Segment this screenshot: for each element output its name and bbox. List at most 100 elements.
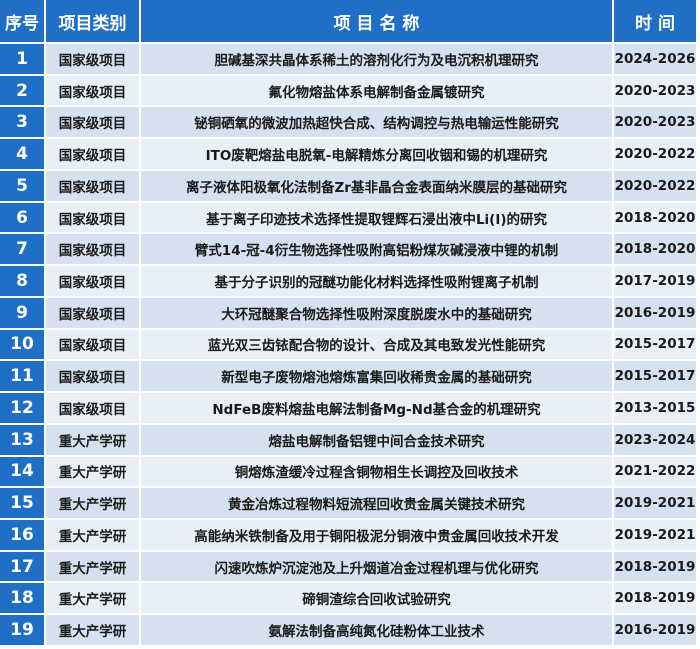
project-name: NdFeB废料熔盐电解法制备Mg-Nd基合金的机理研究 (141, 393, 612, 423)
period: 2018-2020 (614, 202, 696, 233)
project-name: 黄金冶炼过程物料短流程回收贵金属关键技术研究 (141, 488, 612, 519)
project-name: 蓝光双三齿铱配合物的设计、合成及其电致发光性能研究 (141, 329, 612, 360)
header-cell: 时 间 (614, 0, 696, 42)
project-name: ITO废靶熔盐电脱氧-电解精炼分离回收铟和锡的机理研究 (141, 139, 612, 169)
row-number: 10 (0, 329, 44, 360)
row-number: 4 (0, 139, 44, 169)
period: 2013-2015 (614, 393, 696, 423)
row-number: 16 (0, 520, 44, 550)
period: 2023-2024 (614, 424, 696, 455)
table-row: 9 国家级项目 大环冠醚聚合物选择性吸附深度脱废水中的基础研究 2016-2019 (0, 297, 696, 328)
table-row: 3 国家级项目 铋铜硒氧的微波加热超快合成、结构调控与热电输运性能研究 2020-20… (0, 107, 696, 138)
table-row: 14 重大产学研 铜熔炼渣缓冷过程含铜物相生长调控及回收技术 2021-2022 (0, 456, 696, 487)
table-row: 4 国家级项目 ITO废靶熔盐电脱氧-电解精炼分离回收铟和锡的机理研究 2020-20… (0, 139, 696, 169)
category: 国家级项目 (46, 44, 139, 74)
project-name: 铜熔炼渣缓冷过程含铜物相生长调控及回收技术 (141, 456, 612, 487)
project-name: 氨解法制备高纯氮化硅粉体工业技术 (141, 615, 612, 645)
table-row: 10 国家级项目 蓝光双三齿铱配合物的设计、合成及其电致发光性能研究 2015-201… (0, 329, 696, 360)
row-number: 12 (0, 393, 44, 423)
row-number: 15 (0, 488, 44, 519)
category: 国家级项目 (46, 107, 139, 138)
row-number: 18 (0, 583, 44, 614)
project-name: 熔盐电解制备铝锂中间合金技术研究 (141, 424, 612, 455)
table-row: 6 国家级项目 基于离子印迹技术选择性提取锂辉石浸出液中Li(I)的研究 2018-2… (0, 202, 696, 233)
project-name: 铋铜硒氧的微波加热超快合成、结构调控与热电输运性能研究 (141, 107, 612, 138)
category: 国家级项目 (46, 170, 139, 201)
period: 2016-2019 (614, 615, 696, 645)
project-name: 离子液体阳极氧化法制备Zr基非晶合金表面纳米膜层的基础研究 (141, 170, 612, 201)
header-cell: 序号 (0, 0, 44, 42)
category: 国家级项目 (46, 75, 139, 106)
row-number: 5 (0, 170, 44, 201)
table-row: 17 重大产学研 闪速吹炼炉沉淀池及上升烟道冶金过程机理与优化研究 2018-2019 (0, 551, 696, 582)
period: 2015-2017 (614, 329, 696, 360)
category: 重大产学研 (46, 615, 139, 645)
row-number: 14 (0, 456, 44, 487)
row-number: 11 (0, 361, 44, 392)
category: 国家级项目 (46, 361, 139, 392)
project-name: 基于离子印迹技术选择性提取锂辉石浸出液中Li(I)的研究 (141, 202, 612, 233)
category: 重大产学研 (46, 488, 139, 519)
header-cell: 项目类别 (46, 0, 139, 42)
period: 2018-2019 (614, 551, 696, 582)
row-number: 1 (0, 44, 44, 74)
table-row: 15 重大产学研 黄金冶炼过程物料短流程回收贵金属关键技术研究 2019-2021 (0, 488, 696, 519)
row-number: 13 (0, 424, 44, 455)
table-row: 8 国家级项目 基于分子识别的冠醚功能化材料选择性吸附锂离子机制 2017-2019 (0, 266, 696, 296)
project-name: 新型电子废物熔池熔炼富集回收稀贵金属的基础研究 (141, 361, 612, 392)
row-number: 8 (0, 266, 44, 296)
row-number: 19 (0, 615, 44, 645)
category: 国家级项目 (46, 234, 139, 265)
table-row: 19 重大产学研 氨解法制备高纯氮化硅粉体工业技术 2016-2019 (0, 615, 696, 645)
category: 重大产学研 (46, 551, 139, 582)
table-row: 11 国家级项目 新型电子废物熔池熔炼富集回收稀贵金属的基础研究 2015-2017 (0, 361, 696, 392)
period: 2024-2026 (614, 44, 696, 74)
row-number: 9 (0, 297, 44, 328)
category: 重大产学研 (46, 583, 139, 614)
period: 2018-2020 (614, 234, 696, 265)
period: 2020-2022 (614, 139, 696, 169)
project-name: 基于分子识别的冠醚功能化材料选择性吸附锂离子机制 (141, 266, 612, 296)
category: 重大产学研 (46, 456, 139, 487)
table-row: 18 重大产学研 碲铜渣综合回收试验研究 2018-2019 (0, 583, 696, 614)
project-name: 闪速吹炼炉沉淀池及上升烟道冶金过程机理与优化研究 (141, 551, 612, 582)
table-row: 2 国家级项目 氟化物熔盐体系电解制备金属镀研究 2020-2023 (0, 75, 696, 106)
period: 2020-2023 (614, 107, 696, 138)
period: 2016-2019 (614, 297, 696, 328)
table-row: 16 重大产学研 高能纳米铁制备及用于铜阳极泥分铜液中贵金属回收技术开发 2019-2… (0, 520, 696, 550)
category: 国家级项目 (46, 393, 139, 423)
row-number: 2 (0, 75, 44, 106)
row-number: 17 (0, 551, 44, 582)
period: 2020-2022 (614, 170, 696, 201)
table-row: 7 国家级项目 臂式14-冠-4衍生物选择性吸附高铝粉煤灰碱浸液中锂的机制 2018-… (0, 234, 696, 265)
period: 2017-2019 (614, 266, 696, 296)
period: 2015-2017 (614, 361, 696, 392)
table-row: 13 重大产学研 熔盐电解制备铝锂中间合金技术研究 2023-2024 (0, 424, 696, 455)
project-name: 碲铜渣综合回收试验研究 (141, 583, 612, 614)
project-name: 胆碱基深共晶体系稀土的溶剂化行为及电沉积机理研究 (141, 44, 612, 74)
row-number: 7 (0, 234, 44, 265)
category: 国家级项目 (46, 266, 139, 296)
category: 重大产学研 (46, 424, 139, 455)
header-row: 序号 项目类别项 目 名 称时 间 (0, 0, 696, 42)
category: 国家级项目 (46, 297, 139, 328)
period: 2019-2021 (614, 488, 696, 519)
header-cell: 项 目 名 称 (141, 0, 612, 42)
period: 2020-2023 (614, 75, 696, 106)
project-name: 氟化物熔盐体系电解制备金属镀研究 (141, 75, 612, 106)
category: 国家级项目 (46, 139, 139, 169)
table-row: 12 国家级项目 NdFeB废料熔盐电解法制备Mg-Nd基合金的机理研究 2013-2… (0, 393, 696, 423)
period: 2019-2021 (614, 520, 696, 550)
table-row: 1 国家级项目 胆碱基深共晶体系稀土的溶剂化行为及电沉积机理研究 2024-2026 (0, 44, 696, 74)
category: 国家级项目 (46, 329, 139, 360)
row-number: 6 (0, 202, 44, 233)
period: 2018-2019 (614, 583, 696, 614)
period: 2021-2022 (614, 456, 696, 487)
project-name: 高能纳米铁制备及用于铜阳极泥分铜液中贵金属回收技术开发 (141, 520, 612, 550)
project-name: 大环冠醚聚合物选择性吸附深度脱废水中的基础研究 (141, 297, 612, 328)
row-number: 3 (0, 107, 44, 138)
project-name: 臂式14-冠-4衍生物选择性吸附高铝粉煤灰碱浸液中锂的机制 (141, 234, 612, 265)
category: 重大产学研 (46, 520, 139, 550)
category: 国家级项目 (46, 202, 139, 233)
